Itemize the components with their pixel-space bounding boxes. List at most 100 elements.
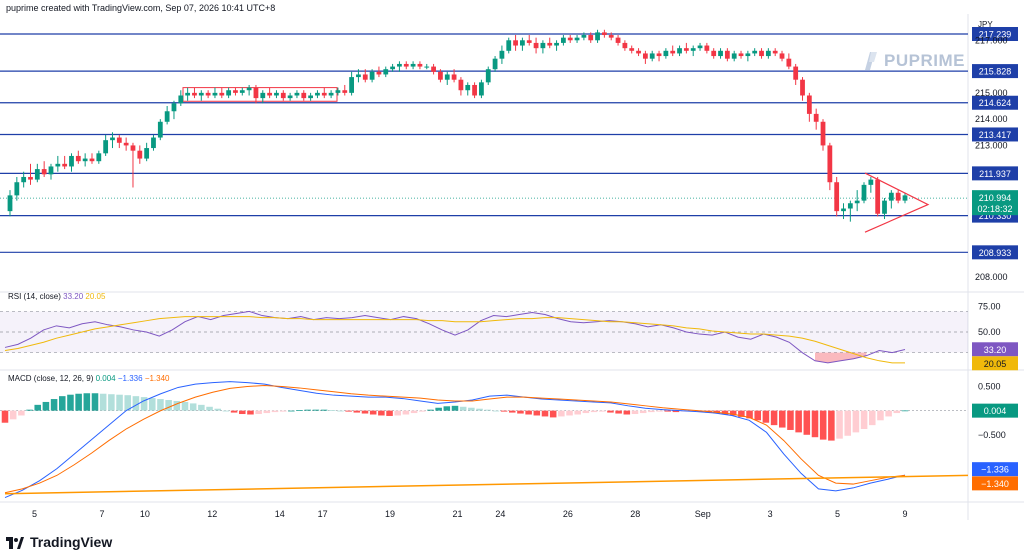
macd-histogram-bar (337, 410, 344, 412)
x-tick-label: 7 (99, 509, 104, 519)
macd-histogram-bar (165, 400, 172, 411)
candle-body (151, 137, 156, 149)
macd-histogram-bar (746, 410, 753, 419)
candle-body (96, 153, 102, 162)
candle-body (7, 195, 13, 212)
macd-histogram-bar (803, 410, 811, 435)
candle-body (253, 87, 259, 99)
candle-body (144, 148, 150, 159)
candle-body (274, 92, 279, 96)
x-tick-label: 5 (835, 509, 840, 519)
macd-histogram-bar (149, 398, 156, 411)
macd-histogram-bar (108, 394, 115, 411)
candle-body (308, 95, 314, 99)
tradingview-logo-icon (6, 536, 24, 549)
candle-body (157, 121, 163, 138)
candle-body (561, 37, 566, 43)
candle-body (198, 92, 204, 96)
candle-body (246, 87, 252, 91)
candle-body (601, 32, 607, 36)
macd-histogram-bar (402, 410, 410, 415)
macd-histogram-bar (648, 410, 655, 413)
rsi-line (4, 310, 906, 364)
macd-histogram-bar (566, 410, 573, 416)
current-price-badge (972, 190, 1018, 216)
price-level-label: 215.828 (979, 67, 1012, 77)
x-tick-label: 26 (563, 509, 573, 519)
macd-histogram-bar (509, 410, 516, 413)
macd-badge-label: −1.340 (981, 479, 1009, 489)
candle-body (185, 92, 191, 96)
candle-body (779, 53, 785, 59)
macd-histogram-bar (222, 410, 230, 412)
macd-histogram-bar (239, 410, 246, 415)
macd-histogram-bar (770, 410, 778, 426)
macd-histogram-bar (828, 410, 835, 441)
rsi-value-badge (972, 342, 1018, 357)
macd-histogram-bar (631, 410, 639, 415)
candle-body (718, 50, 723, 57)
price-level-badge (972, 27, 1018, 42)
candle-body (813, 113, 819, 122)
rsi-ma-line (4, 316, 905, 364)
candle-body (574, 37, 580, 41)
price-level-label: 211.937 (979, 169, 1011, 179)
candle-body (458, 79, 464, 91)
candle-body (130, 145, 136, 151)
currency-label: JPY (978, 20, 993, 29)
macd-histogram-bar (50, 399, 58, 411)
price-level-badge (972, 95, 1018, 110)
candle-body (868, 179, 874, 185)
macd-histogram-bar (443, 406, 451, 411)
candle-body (410, 63, 416, 67)
candle-body (376, 71, 382, 75)
x-tick-label: 28 (630, 509, 640, 519)
macd-histogram-bar (459, 406, 467, 411)
macd-histogram-bar (549, 410, 557, 418)
candle-body (677, 48, 682, 54)
x-tick-label: 21 (452, 509, 462, 519)
rsi-label: RSI (14, close) 33.20 20.05 (8, 292, 105, 301)
macd-histogram-bar (754, 410, 761, 421)
candle-body (315, 92, 320, 96)
rsi-title: RSI (14, close) (8, 292, 61, 301)
macd-hist-value: 0.004 (95, 374, 116, 383)
macd-histogram-bar (206, 406, 213, 411)
candle-body (110, 137, 115, 141)
macd-histogram-bar (877, 410, 884, 421)
macd-histogram-bar (378, 410, 385, 416)
x-tick-label: Sep (695, 509, 711, 519)
macd-histogram-bar (582, 410, 590, 414)
macd-histogram-bar (255, 410, 262, 415)
macd-histogram-bar (738, 410, 745, 417)
candle-body (116, 137, 122, 143)
macd-histogram-bar (525, 410, 532, 415)
macd-histogram-bar (852, 410, 860, 433)
macd-histogram-bar (811, 410, 819, 438)
brand-text: TradingView (30, 534, 113, 550)
macd-histogram-bar (140, 397, 148, 411)
signal-line (4, 385, 906, 494)
macd-badge-label: −1.336 (981, 465, 1009, 475)
candle-body (608, 35, 614, 38)
rsi-value: 33.20 (63, 292, 84, 301)
candle-body (520, 40, 525, 46)
x-tick-label: 17 (318, 509, 328, 519)
macd-histogram-bar (296, 410, 303, 411)
candle-body (55, 163, 61, 167)
macd-histogram-bar (304, 409, 311, 411)
rsi-badge-label: 33.20 (984, 345, 1007, 355)
candle-body (533, 42, 539, 49)
macd-histogram-bar (189, 403, 197, 411)
x-tick-label: 24 (495, 509, 505, 519)
macd-histogram-bar (844, 410, 851, 436)
macd-histogram-bar (320, 409, 328, 411)
rsi-ma-badge-label: 20.05 (984, 359, 1007, 369)
macd-badge-label: 0.004 (984, 406, 1007, 416)
candle-body (14, 182, 20, 196)
candle-body (888, 192, 894, 201)
candle-body (581, 35, 587, 38)
x-tick-label: 3 (768, 509, 773, 519)
macd-histogram-bar (427, 409, 434, 411)
